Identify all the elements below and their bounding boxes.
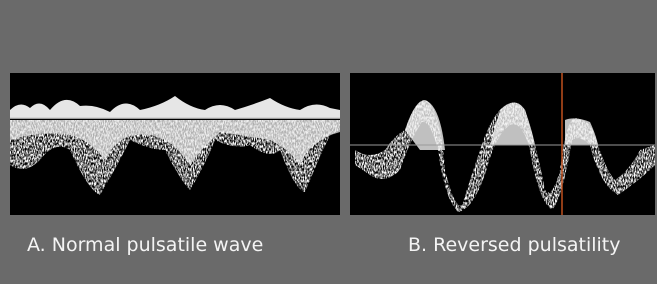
caption: B. Reversed pulsatility bbox=[408, 234, 621, 256]
figure: A. Normal pulsatile wave B. Reversed pul… bbox=[0, 0, 657, 284]
caption: A. Normal pulsatile wave bbox=[27, 234, 263, 256]
panel-a bbox=[10, 73, 340, 215]
panel-b bbox=[350, 73, 655, 215]
